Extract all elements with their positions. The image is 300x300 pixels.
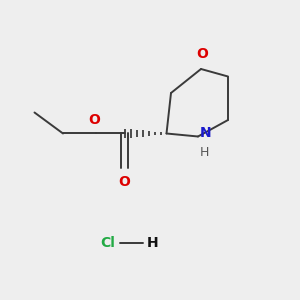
- Text: O: O: [88, 113, 101, 128]
- Text: O: O: [196, 47, 208, 61]
- Text: H: H: [147, 236, 159, 250]
- Text: N: N: [200, 127, 211, 140]
- Text: Cl: Cl: [100, 236, 116, 250]
- Text: O: O: [118, 175, 130, 189]
- Text: H: H: [200, 146, 209, 160]
